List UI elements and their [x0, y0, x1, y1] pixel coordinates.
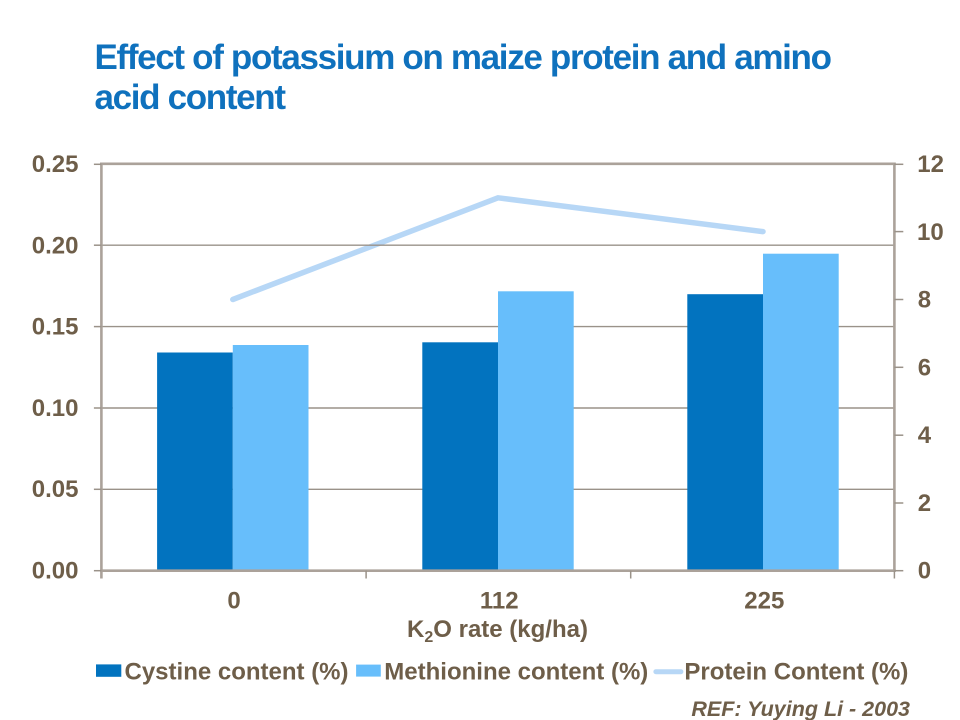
svg-text:REF: Yuying Li - 2003: REF: Yuying Li - 2003 — [691, 697, 910, 720]
svg-text:112: 112 — [480, 588, 519, 615]
svg-text:0.10: 0.10 — [32, 395, 79, 422]
svg-text:Protein Content (%): Protein Content (%) — [684, 658, 908, 685]
svg-text:2: 2 — [918, 490, 931, 517]
svg-text:8: 8 — [918, 287, 931, 314]
svg-text:0.25: 0.25 — [32, 151, 79, 178]
svg-text:0: 0 — [227, 588, 240, 615]
svg-text:12: 12 — [917, 151, 944, 178]
svg-text:Methionine content (%): Methionine content (%) — [384, 658, 648, 685]
svg-text:K2O rate (kg/ha): K2O rate (kg/ha) — [407, 616, 588, 646]
svg-text:225: 225 — [744, 588, 784, 615]
svg-text:Effect of potassium on maize p: Effect of potassium on maize protein and… — [95, 38, 832, 77]
svg-text:6: 6 — [918, 354, 931, 381]
svg-text:0: 0 — [918, 558, 931, 585]
svg-text:acid content: acid content — [95, 78, 287, 117]
svg-text:4: 4 — [918, 422, 932, 449]
svg-text:0.00: 0.00 — [32, 558, 79, 585]
svg-text:0.20: 0.20 — [32, 232, 79, 259]
svg-text:10: 10 — [917, 219, 944, 246]
svg-text:Cystine content (%): Cystine content (%) — [125, 658, 349, 685]
svg-text:0.05: 0.05 — [32, 476, 79, 503]
svg-text:0.15: 0.15 — [32, 314, 79, 341]
